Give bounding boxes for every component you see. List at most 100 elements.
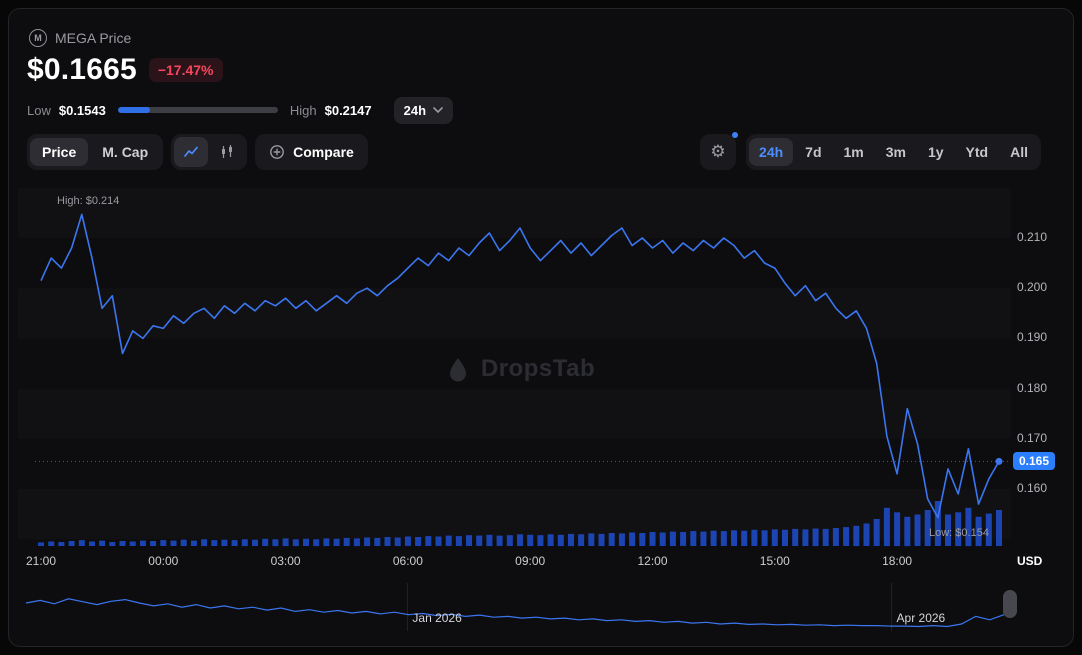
toolbar: Price M. Cap [27, 132, 1041, 171]
volume-bar [119, 541, 126, 546]
chart-type-line-button[interactable] [174, 137, 209, 167]
price-line [40, 213, 1000, 519]
volume-bar [506, 535, 513, 546]
volume-bar [272, 539, 279, 547]
volume-bar [557, 534, 564, 547]
volume-bar [792, 528, 799, 546]
price-range-fill [117, 107, 150, 113]
volume-bar [517, 534, 523, 546]
volume-bar [160, 540, 167, 546]
add-compare-icon [270, 145, 285, 159]
watermark: DropsTab [9, 355, 1031, 383]
coin-logo: M [29, 29, 47, 47]
volume-bar [466, 535, 472, 546]
volume-bar [924, 510, 931, 546]
volume-bar [598, 533, 605, 547]
tab-mcap[interactable]: M. Cap [102, 144, 149, 160]
candlestick-icon [222, 145, 233, 158]
volume-bar [231, 540, 238, 546]
x-axis-label: 21:00 [25, 554, 57, 568]
volume-bar [282, 538, 289, 547]
volume-bar [945, 514, 951, 546]
volume-bar [669, 531, 676, 546]
volume-bar [751, 529, 758, 546]
low-high-range-row: Low $0.1543 High $0.2147 24h [27, 96, 454, 124]
range-dropdown[interactable]: 24h [393, 96, 454, 124]
volume-bar [741, 530, 748, 546]
volume-bar [180, 539, 187, 546]
volume-bar [211, 540, 218, 546]
volume-bar [89, 541, 95, 546]
time-range-7d[interactable]: 7d [805, 144, 822, 160]
y-axis-label: 0.170 [1017, 430, 1048, 445]
volume-bar [445, 535, 452, 546]
volume-bar [710, 530, 717, 546]
high-annotation: High: $0.214 [57, 195, 120, 207]
volume-bar [201, 539, 208, 547]
chart-stripe [18, 188, 1011, 238]
volume-bar [241, 539, 248, 547]
volume-bar [455, 536, 462, 546]
volume-bar [608, 533, 615, 546]
time-range-1m[interactable]: 1m [843, 144, 864, 160]
x-axis-label: 09:00 [515, 554, 546, 568]
volume-bar [425, 536, 432, 546]
volume-bar [496, 535, 503, 546]
price-row: $0.1665 −17.47% [27, 53, 223, 87]
time-range-all[interactable]: All [1010, 144, 1028, 160]
volume-bar [364, 537, 371, 547]
volume-bar [170, 540, 177, 546]
volume-bar [894, 512, 901, 547]
volume-bar [150, 541, 157, 546]
volume-bar [843, 527, 850, 546]
volume-bar [720, 531, 727, 546]
volume-bar [690, 531, 697, 546]
x-axis-label: 00:00 [148, 554, 179, 568]
volume-bar [99, 540, 106, 546]
time-range-ytd[interactable]: Ytd [965, 144, 989, 160]
volume-bar [38, 542, 44, 546]
volume-bar [975, 516, 982, 547]
navigator-scrollbar-handle[interactable] [1003, 590, 1017, 618]
time-range-1y[interactable]: 1y [927, 144, 944, 160]
volume-bar [731, 530, 737, 546]
volume-bar [955, 512, 962, 547]
time-range-3m[interactable]: 3m [885, 144, 906, 160]
low-value: $0.1543 [58, 102, 106, 118]
volume-bar [904, 516, 911, 547]
x-axis-label: 12:00 [637, 554, 668, 568]
low-annotation: Low: $0.154 [929, 527, 989, 539]
notification-dot [732, 132, 739, 138]
volume-bar [486, 534, 493, 547]
volume-bar [812, 528, 819, 547]
volume-bar [771, 529, 778, 546]
volume-bar [853, 525, 860, 547]
chart-type-candles-button[interactable] [210, 137, 244, 167]
volume-bar [629, 532, 636, 546]
y-axis-label: 0.200 [1017, 280, 1048, 295]
volume-bar [221, 539, 228, 546]
time-range-24h[interactable]: 24h [749, 138, 794, 166]
coin-name: MEGA Price [55, 30, 132, 46]
line-chart-icon [184, 146, 198, 157]
volume-bar [802, 529, 809, 546]
volume-bar [435, 536, 442, 546]
volume-bar [639, 533, 646, 546]
volume-bar [832, 528, 839, 546]
volume-bar [588, 533, 595, 546]
y-axis-label: 0.190 [1017, 330, 1048, 345]
compare-button[interactable]: Compare [255, 134, 368, 170]
chevron-down-icon [433, 107, 443, 113]
metric-toggle: Price M. Cap [27, 134, 164, 170]
navigator-date-label: Apr 2026 [896, 611, 946, 625]
coin-header: M MEGA Price [29, 29, 131, 47]
volume-bar [343, 537, 350, 546]
volume-bar [476, 535, 483, 546]
price-chart[interactable] [9, 9, 1074, 647]
compare-label: Compare [293, 144, 354, 160]
volume-bar [353, 538, 360, 547]
tab-price[interactable]: Price [30, 138, 89, 166]
currency-label: USD [1017, 554, 1043, 568]
navigator-line[interactable] [25, 598, 1005, 628]
settings-button[interactable]: ⚙ [700, 132, 739, 170]
